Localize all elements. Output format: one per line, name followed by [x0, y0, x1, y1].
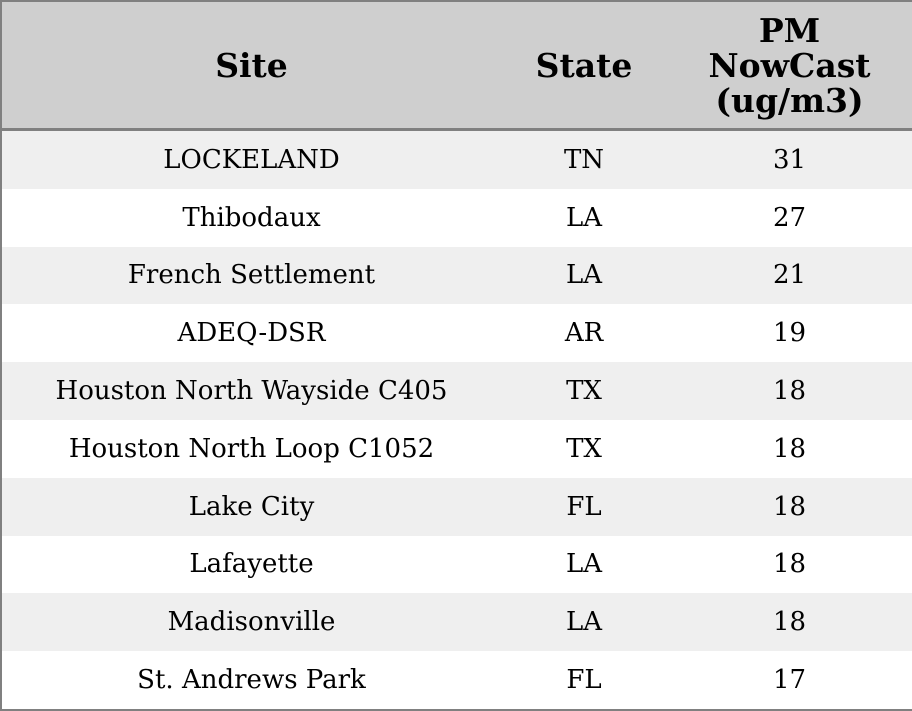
- table-cell: Thibodaux: [1, 188, 501, 247]
- header-cell: Site: [1, 1, 501, 131]
- table-row: Madisonville LA 18: [1, 593, 912, 652]
- table-row: Houston North Wayside C405 TX 18: [1, 362, 912, 420]
- header-cell: State: [501, 1, 667, 131]
- table-row: ADEQ-DSR AR 19: [1, 304, 912, 363]
- table-cell: 18: [667, 593, 912, 652]
- table-row: French Settlement LA 21: [1, 246, 912, 305]
- table-cell: 18: [667, 362, 912, 420]
- header-cell: PM NowCast (ug/m3): [667, 1, 912, 131]
- table-cell: Houston North Loop C1052: [1, 419, 501, 478]
- table-cell: TN: [501, 129, 667, 189]
- table-cell: French Settlement: [1, 246, 501, 305]
- table-cell: LA: [501, 535, 667, 594]
- table-row: St. Andrews Park FL 17: [1, 651, 912, 710]
- table-cell: LOCKELAND: [1, 129, 501, 189]
- table-cell: 18: [667, 419, 912, 478]
- header-text: PM NowCast (ug/m3): [708, 10, 871, 120]
- table-cell: FL: [501, 477, 667, 536]
- table-cell: LA: [501, 188, 667, 247]
- table-cell: TX: [501, 362, 667, 420]
- table-cell: Lafayette: [1, 535, 501, 594]
- table-cell: TX: [501, 419, 667, 478]
- table-cell: Houston North Wayside C405: [1, 362, 501, 420]
- table-cell: ADEQ-DSR: [1, 304, 501, 363]
- table-cell: FL: [501, 651, 667, 710]
- table-header: Site State PM NowCast (ug/m3): [1, 1, 912, 131]
- table-row: Lake City FL 18: [1, 477, 912, 536]
- table-cell: Madisonville: [1, 593, 501, 652]
- table-cell: 17: [667, 651, 912, 710]
- table-body: LOCKELAND TN 31 Thibodaux LA 27 French Settlem…: [1, 129, 912, 710]
- table-row: Houston North Loop C1052 TX 18: [1, 419, 912, 478]
- table-cell: 18: [667, 477, 912, 536]
- table-cell: 31: [667, 129, 912, 189]
- table-row: Thibodaux LA 27: [1, 188, 912, 247]
- table-cell: LA: [501, 593, 667, 652]
- header-text: Site: [215, 45, 288, 85]
- table-cell: LA: [501, 246, 667, 305]
- table-cell: Lake City: [1, 477, 501, 536]
- table-cell: St. Andrews Park: [1, 651, 501, 710]
- table-row: Lafayette LA 18: [1, 535, 912, 594]
- table-cell: 18: [667, 535, 912, 594]
- header-row: Site State PM NowCast (ug/m3): [1, 1, 912, 131]
- table-cell: 19: [667, 304, 912, 363]
- table-cell: 27: [667, 188, 912, 247]
- table-row: LOCKELAND TN 31: [1, 129, 912, 189]
- table-cell: 21: [667, 246, 912, 305]
- header-text: State: [535, 45, 633, 85]
- table-cell: AR: [501, 304, 667, 363]
